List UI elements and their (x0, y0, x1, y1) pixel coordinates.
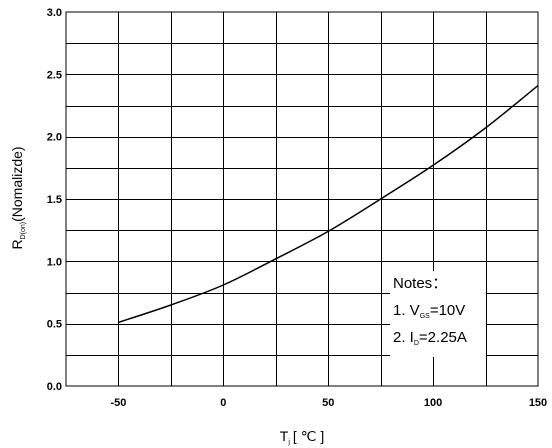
tick-labels: -50 0 50 100 150 0.0 0.5 1.0 1.5 2.0 2.5 3.0 (47, 7, 547, 409)
y-tick-label: 0.5 (47, 319, 62, 331)
notes-line-vgs: 1. VGS=10V (393, 302, 465, 320)
x-tick-label: 0 (220, 397, 226, 409)
series-line (118, 85, 539, 324)
x-tick-label: 150 (529, 397, 547, 409)
y-tick-label: 3.0 (47, 7, 62, 19)
y-tick-label: 2.0 (47, 132, 62, 144)
y-tick-label: 1.5 (47, 194, 62, 206)
series-curve-group (118, 85, 539, 324)
notes-background (390, 271, 486, 357)
notes-line-id: 2. ID=2.25A (393, 329, 467, 347)
notes-title: Notes： (393, 275, 447, 292)
x-tick-label: 50 (322, 397, 334, 409)
y-tick-label: 1.0 (47, 256, 62, 268)
grid (66, 12, 538, 386)
notes-box: Notes： 1. VGS=10V 2. ID=2.25A (390, 271, 486, 357)
y-tick-label: 2.5 (47, 69, 62, 81)
y-tick-label: 0.0 (47, 381, 62, 393)
x-tick-label: -50 (110, 397, 126, 409)
x-tick-label: 100 (424, 397, 442, 409)
y-axis-label: RD(on)(Nomalizde) (9, 146, 27, 249)
plot-frame (65, 11, 539, 387)
x-axis-label: Tj[ ℃ ] (280, 428, 324, 446)
